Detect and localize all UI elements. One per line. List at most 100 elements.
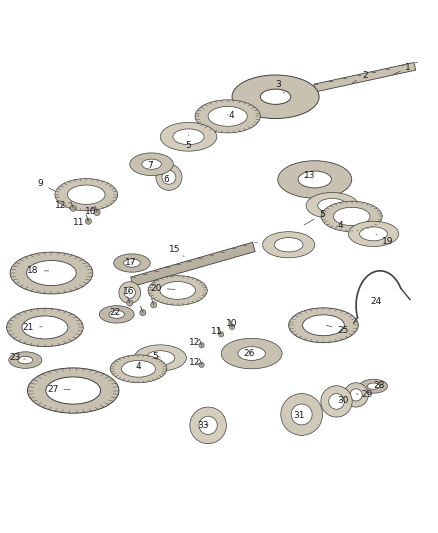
Text: 11: 11	[73, 219, 88, 228]
Text: 15: 15	[169, 246, 184, 256]
Text: 33: 33	[198, 421, 209, 430]
Ellipse shape	[333, 207, 370, 225]
Circle shape	[162, 171, 176, 184]
Ellipse shape	[10, 252, 93, 294]
Ellipse shape	[232, 75, 319, 118]
Circle shape	[291, 404, 312, 425]
Text: 23: 23	[10, 353, 25, 362]
Ellipse shape	[260, 89, 291, 104]
Ellipse shape	[298, 171, 332, 188]
Text: 12: 12	[189, 338, 200, 347]
Text: 9: 9	[38, 179, 56, 191]
Text: 30: 30	[337, 396, 349, 405]
Text: 26: 26	[244, 349, 255, 358]
Ellipse shape	[274, 238, 303, 252]
Ellipse shape	[360, 227, 387, 241]
Text: 7: 7	[147, 161, 153, 170]
Text: 6: 6	[163, 175, 169, 184]
Text: 12: 12	[54, 201, 71, 210]
Circle shape	[94, 209, 100, 215]
Circle shape	[151, 302, 157, 308]
Text: 4: 4	[136, 362, 141, 371]
Polygon shape	[314, 62, 416, 92]
Circle shape	[156, 164, 182, 190]
Ellipse shape	[7, 308, 83, 346]
Circle shape	[85, 218, 92, 224]
Ellipse shape	[289, 308, 358, 343]
Text: 28: 28	[374, 381, 385, 390]
Ellipse shape	[321, 201, 382, 232]
Ellipse shape	[110, 355, 167, 383]
Circle shape	[199, 343, 204, 348]
Ellipse shape	[221, 338, 282, 369]
Ellipse shape	[348, 221, 399, 246]
Ellipse shape	[208, 107, 247, 126]
Ellipse shape	[109, 310, 124, 318]
Text: 22: 22	[110, 308, 121, 317]
Ellipse shape	[22, 316, 68, 339]
Text: 11: 11	[211, 327, 222, 336]
Ellipse shape	[28, 368, 119, 413]
Ellipse shape	[262, 232, 315, 258]
Ellipse shape	[55, 179, 117, 211]
Text: 25: 25	[326, 325, 349, 335]
Text: 16: 16	[123, 287, 134, 296]
Text: 5: 5	[304, 210, 325, 225]
Ellipse shape	[46, 377, 101, 404]
Ellipse shape	[134, 345, 186, 371]
Circle shape	[140, 310, 146, 316]
Text: 3: 3	[275, 80, 284, 93]
Ellipse shape	[173, 129, 204, 144]
Circle shape	[350, 389, 362, 401]
Text: 10: 10	[85, 207, 96, 216]
Circle shape	[119, 282, 141, 303]
Text: 18: 18	[27, 266, 49, 276]
Text: 5: 5	[185, 135, 191, 150]
Text: 31: 31	[294, 411, 305, 421]
Polygon shape	[131, 243, 255, 286]
Text: 27: 27	[47, 385, 71, 394]
Text: 1: 1	[393, 63, 411, 75]
Ellipse shape	[146, 351, 175, 365]
Circle shape	[70, 205, 76, 211]
Circle shape	[230, 325, 235, 329]
Ellipse shape	[27, 261, 76, 286]
Text: 10: 10	[226, 319, 238, 328]
Text: 20: 20	[150, 284, 175, 293]
Ellipse shape	[114, 254, 150, 272]
Text: 19: 19	[376, 234, 394, 246]
Circle shape	[344, 383, 368, 407]
Ellipse shape	[367, 383, 380, 389]
Text: 24: 24	[370, 297, 381, 306]
Circle shape	[328, 393, 344, 409]
Text: 5: 5	[152, 352, 160, 361]
Circle shape	[281, 393, 322, 435]
Ellipse shape	[160, 123, 217, 151]
Circle shape	[321, 386, 352, 417]
Text: 17: 17	[125, 257, 137, 266]
Text: 2: 2	[352, 71, 367, 83]
Ellipse shape	[306, 192, 358, 219]
Text: 12: 12	[189, 358, 200, 367]
Ellipse shape	[318, 198, 346, 213]
Ellipse shape	[124, 259, 140, 267]
Ellipse shape	[278, 161, 352, 198]
Ellipse shape	[99, 305, 134, 323]
Text: 21: 21	[23, 323, 42, 332]
Ellipse shape	[67, 185, 105, 204]
Ellipse shape	[18, 357, 33, 364]
Text: 4: 4	[228, 110, 234, 119]
Ellipse shape	[130, 153, 173, 175]
Ellipse shape	[148, 276, 207, 305]
Circle shape	[199, 416, 217, 434]
Text: 4: 4	[336, 221, 343, 230]
Circle shape	[124, 287, 135, 298]
Ellipse shape	[303, 315, 344, 336]
Ellipse shape	[160, 281, 195, 300]
Circle shape	[127, 300, 133, 306]
Ellipse shape	[9, 352, 42, 368]
Ellipse shape	[121, 360, 155, 377]
Ellipse shape	[195, 100, 260, 133]
Ellipse shape	[360, 379, 388, 393]
Circle shape	[219, 332, 224, 337]
